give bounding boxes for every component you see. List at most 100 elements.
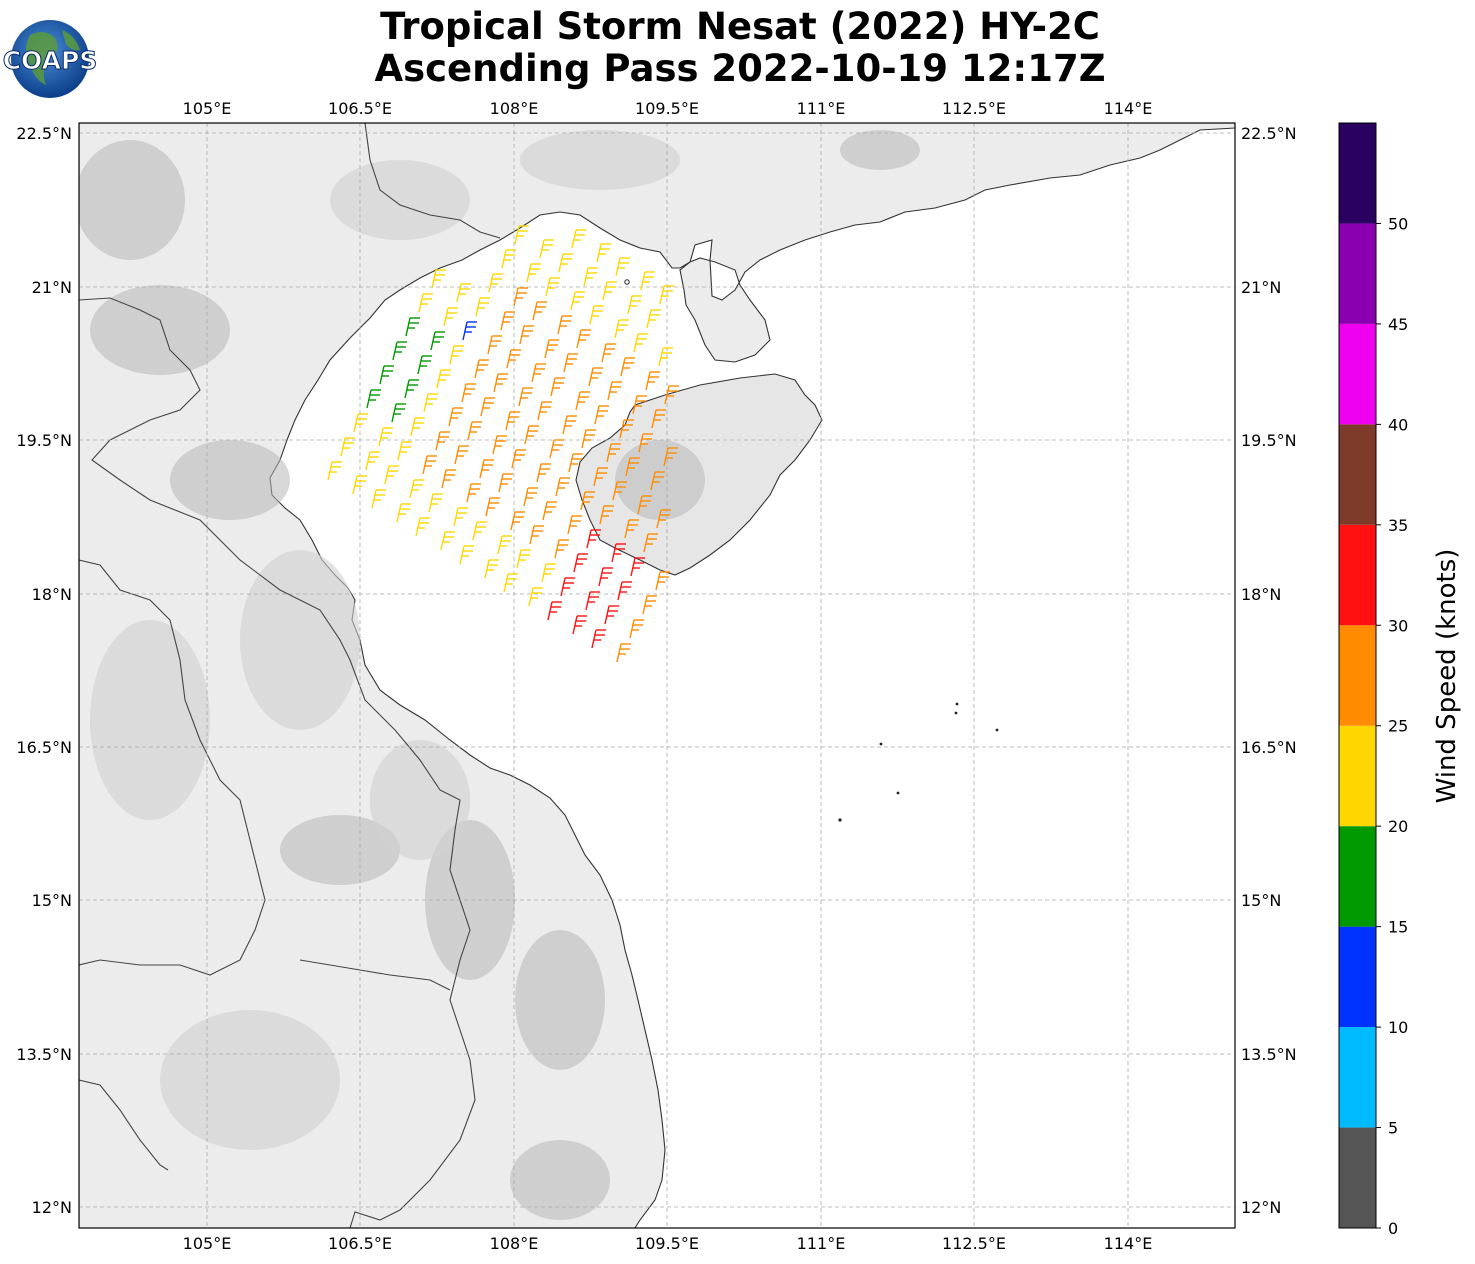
wind-barb <box>550 377 565 397</box>
lon-label: 106.5°E <box>328 1234 392 1253</box>
wind-barb <box>602 281 617 301</box>
colorbar-segment <box>1339 625 1376 726</box>
wind-barb <box>642 595 657 615</box>
wind-barb <box>526 263 541 283</box>
colorbar-segment <box>1339 826 1376 927</box>
title-line-2: Ascending Pass 2022-10-19 12:17Z <box>374 47 1106 90</box>
wind-barb <box>549 439 564 459</box>
lat-label: 18°N <box>32 585 72 604</box>
wind-barb <box>524 425 539 445</box>
wind-barb <box>415 517 430 537</box>
wind-barb <box>624 519 639 539</box>
colorbar-tick-label: 40 <box>1388 415 1408 434</box>
colorbar-tick-label: 45 <box>1388 315 1408 334</box>
wind-barb <box>586 529 601 549</box>
wind-barb <box>379 365 394 385</box>
wind-barb <box>536 463 551 483</box>
wind-barb <box>384 465 399 485</box>
wind-barb <box>378 427 393 447</box>
wind-barb <box>627 295 642 315</box>
wind-barb <box>475 297 490 317</box>
lat-labels-right: 22.5°N 21°N 19.5°N 18°N 16.5°N 15°N 13.5… <box>1241 124 1297 1217</box>
wind-barb <box>484 559 499 579</box>
wind-barb <box>625 457 640 477</box>
wind-barb <box>529 525 544 545</box>
wind-barb <box>581 429 596 449</box>
wind-barb <box>638 433 653 453</box>
wind-barb <box>505 411 520 431</box>
colorbar-tick-label: 20 <box>1388 817 1408 836</box>
wind-barb <box>366 389 381 409</box>
wind-barb <box>541 563 556 583</box>
colorbar-segment <box>1339 1127 1376 1228</box>
wind-barb <box>607 381 622 401</box>
wind-barb <box>467 421 482 441</box>
wind-barb <box>580 491 595 511</box>
wind-barb <box>539 239 554 259</box>
wind-barb <box>462 321 477 341</box>
wind-barb <box>663 447 678 467</box>
lon-label: 111°E <box>797 99 846 118</box>
lat-label: 19.5°N <box>16 431 72 450</box>
colorbar-tick-label: 30 <box>1388 616 1408 635</box>
wind-barb <box>449 345 464 365</box>
colorbar-tick-label: 0 <box>1388 1219 1398 1238</box>
wind-barb <box>500 311 515 331</box>
map-frame <box>78 122 1236 1229</box>
wind-barb <box>585 591 600 611</box>
wind-barb <box>353 413 368 433</box>
wind-barb <box>588 367 603 387</box>
colorbar-tick-label: 50 <box>1388 214 1408 233</box>
wind-barb <box>391 403 406 423</box>
colorbar-tick-label: 25 <box>1388 717 1408 736</box>
wind-barb <box>542 501 557 521</box>
wind-barb <box>537 401 552 421</box>
wind-barb <box>479 459 494 479</box>
wind-barb <box>591 629 606 649</box>
wind-barb <box>396 503 411 523</box>
wind-barb <box>443 307 458 327</box>
wind-barb <box>572 615 587 635</box>
wind-barb <box>544 339 559 359</box>
wind-barb <box>461 383 476 403</box>
wind-barb <box>555 477 570 497</box>
wind-barbs <box>327 225 679 663</box>
colorbar-segment <box>1339 1027 1376 1128</box>
wind-barb <box>547 601 562 621</box>
wind-barb <box>480 397 495 417</box>
wind-barb <box>612 481 627 501</box>
lat-label: 19.5°N <box>1241 431 1297 450</box>
wind-barb <box>571 229 586 249</box>
wind-barb <box>616 643 631 663</box>
wind-barb <box>523 487 538 507</box>
wind-barb <box>554 539 569 559</box>
lat-label: 21°N <box>1241 278 1281 297</box>
wind-barb <box>498 473 513 493</box>
wind-barb <box>589 305 604 325</box>
wind-barb <box>519 325 534 345</box>
colorbar-segment <box>1339 926 1376 1028</box>
lat-label: 12°N <box>32 1198 72 1217</box>
lat-labels-left: 22.5°N 21°N 19.5°N 18°N 16.5°N 15°N 13.5… <box>16 124 72 1217</box>
logo-text: COAPS <box>3 46 98 75</box>
wind-barb <box>528 587 543 607</box>
colorbar: 0 5 10 15 20 25 30 35 40 45 50 <box>1338 122 1408 1238</box>
wind-barb <box>558 253 573 273</box>
wind-barb <box>409 479 424 499</box>
wind-barb <box>633 333 648 353</box>
wind-barb <box>630 557 645 577</box>
lon-label: 112.5°E <box>942 99 1006 118</box>
lat-label: 13.5°N <box>16 1045 72 1064</box>
wind-barb <box>531 363 546 383</box>
wind-barb <box>567 515 582 535</box>
wind-barb <box>485 497 500 517</box>
lon-label: 111°E <box>797 1234 846 1253</box>
wind-barb <box>453 507 468 527</box>
wind-barb <box>617 581 632 601</box>
wind-barb <box>404 379 419 399</box>
lat-label: 22.5°N <box>16 124 72 143</box>
colorbar-segment <box>1339 524 1376 626</box>
wind-barb <box>513 287 528 307</box>
colorbar-label: Wind Speed (knots) <box>1432 549 1462 804</box>
